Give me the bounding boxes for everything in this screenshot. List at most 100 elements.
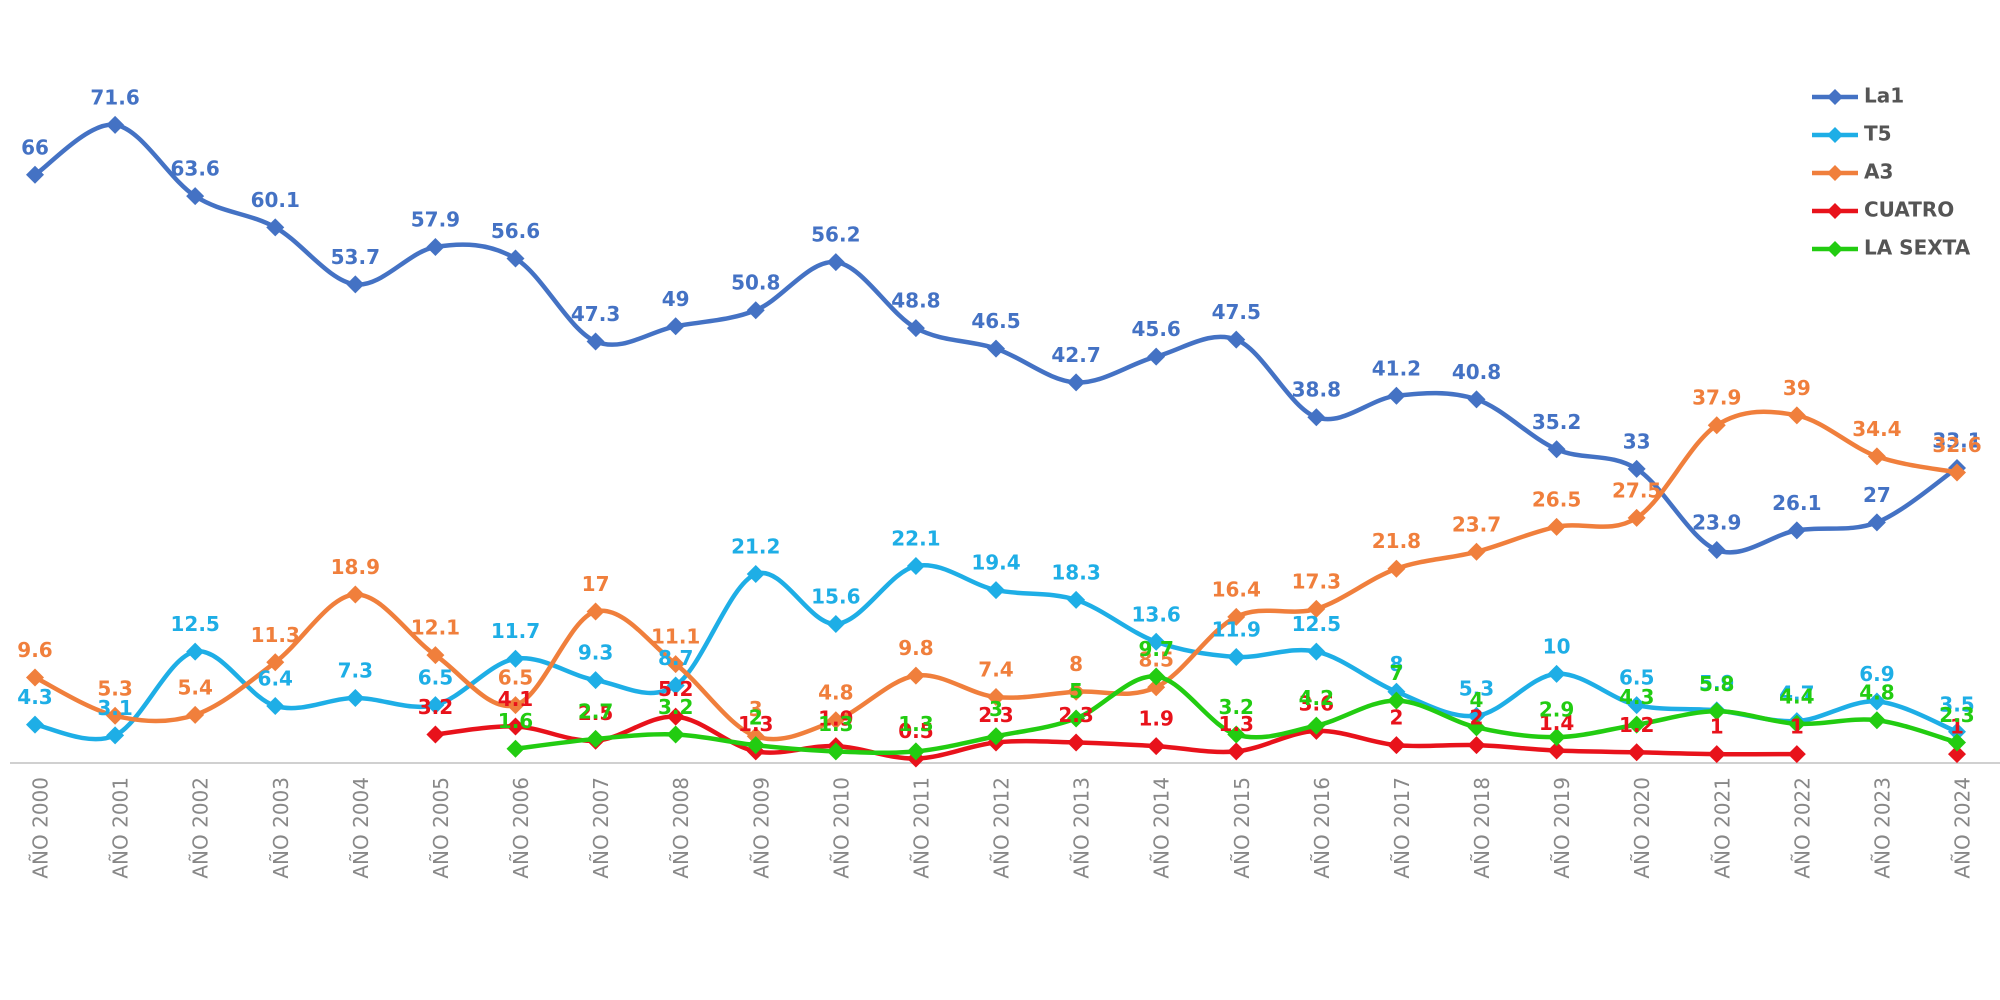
- data-label: 4.3: [17, 685, 52, 709]
- data-label: 4.3: [1619, 685, 1654, 709]
- point-marker: [426, 696, 445, 715]
- data-label: 5.4: [177, 675, 212, 699]
- data-label: 6.5: [418, 666, 453, 690]
- data-label: 17.3: [1292, 569, 1341, 593]
- data-label: 4: [1470, 688, 1484, 712]
- data-label: 66: [21, 135, 49, 159]
- point-marker: [26, 715, 44, 734]
- point-marker: [1227, 647, 1246, 666]
- point-marker: [1307, 642, 1326, 661]
- x-tick-label: AÑO 2011: [909, 777, 933, 879]
- point-marker: [1547, 741, 1566, 760]
- data-label: 1: [1950, 715, 1964, 739]
- data-label: 40.8: [1452, 360, 1501, 384]
- point-marker: [26, 165, 44, 184]
- point-marker: [186, 642, 205, 661]
- point-marker: [1707, 745, 1726, 764]
- data-label: 8.5: [1138, 648, 1173, 672]
- point-marker: [1467, 736, 1486, 755]
- data-label: 1.3: [898, 712, 933, 736]
- legend-label: CUATRO: [1864, 198, 1954, 222]
- point-marker: [1467, 542, 1486, 561]
- data-label: 27.5: [1612, 478, 1661, 502]
- data-label: 15.6: [811, 584, 860, 608]
- point-marker: [106, 706, 125, 725]
- point-marker: [987, 688, 1005, 707]
- point-marker: [906, 319, 925, 338]
- data-label: 16.4: [1212, 577, 1261, 601]
- legend-item: La1: [1812, 84, 1904, 108]
- data-label: 46.5: [971, 309, 1020, 333]
- point-marker: [1948, 733, 1966, 752]
- data-label: 38.8: [1292, 378, 1341, 402]
- data-label: 22.1: [891, 527, 940, 551]
- legend-item: LA SEXTA: [1812, 236, 1971, 260]
- data-label: 6.5: [498, 666, 533, 690]
- point-marker: [1948, 722, 1966, 741]
- data-label: 11.1: [651, 625, 700, 649]
- data-label: 1: [1790, 715, 1804, 739]
- data-label: 2.3: [978, 703, 1013, 727]
- data-label: 9.7: [1138, 637, 1173, 661]
- data-label: 56.6: [491, 219, 540, 243]
- data-label: 57.9: [411, 207, 460, 231]
- data-label: 1.9: [818, 707, 853, 731]
- legend-marker: [1827, 89, 1843, 105]
- point-marker: [506, 249, 525, 268]
- point-marker: [826, 742, 845, 761]
- data-label: 9.8: [898, 636, 933, 660]
- data-label: 3.2: [1219, 695, 1254, 719]
- data-label: 10: [1543, 634, 1571, 658]
- point-marker: [666, 707, 685, 726]
- point-marker: [506, 717, 525, 736]
- point-marker: [1387, 559, 1406, 578]
- point-marker: [1227, 742, 1246, 761]
- data-label: 9.3: [578, 641, 613, 665]
- data-label: 0.5: [898, 719, 933, 743]
- point-marker: [987, 581, 1005, 600]
- data-label: 32.6: [1932, 433, 1981, 457]
- data-label: 12.5: [1292, 612, 1341, 636]
- legend-item: A3: [1812, 160, 1893, 184]
- data-label: 34.4: [1852, 417, 1901, 441]
- legend-marker: [1827, 241, 1843, 257]
- point-marker: [906, 557, 925, 576]
- point-marker: [826, 614, 845, 633]
- point-marker: [746, 301, 765, 320]
- data-label: 21.2: [731, 535, 780, 559]
- point-marker: [426, 646, 445, 665]
- point-marker: [826, 711, 845, 730]
- point-marker: [1147, 737, 1166, 756]
- data-label: 9.6: [17, 638, 52, 662]
- data-label: 13.6: [1131, 602, 1180, 626]
- point-marker: [346, 275, 365, 294]
- legend-marker: [1827, 203, 1843, 219]
- x-tick-label: AÑO 2012: [990, 777, 1014, 879]
- point-marker: [1948, 745, 1966, 764]
- x-tick-label: AÑO 2000: [29, 777, 53, 879]
- legend-marker: [1827, 127, 1843, 143]
- point-marker: [1467, 718, 1486, 737]
- data-label: 7: [1389, 661, 1403, 685]
- point-marker: [506, 739, 525, 758]
- point-marker: [1387, 691, 1406, 710]
- x-tick-label: AÑO 2008: [669, 777, 693, 879]
- x-tick-label: AÑO 2019: [1550, 777, 1574, 879]
- point-marker: [506, 649, 525, 668]
- x-tick-label: AÑO 2005: [429, 777, 453, 879]
- data-label: 4.2: [1299, 686, 1334, 710]
- point-marker: [1067, 709, 1086, 728]
- point-marker: [1307, 599, 1326, 618]
- data-label: 47.3: [571, 302, 620, 326]
- data-label: 23.7: [1452, 512, 1501, 536]
- data-label: 33.1: [1932, 428, 1981, 452]
- data-label: 50.8: [731, 271, 780, 295]
- x-tick-label: AÑO 2022: [1790, 777, 1814, 879]
- data-label: 11.7: [491, 619, 540, 643]
- point-marker: [1627, 743, 1646, 762]
- data-label: 3: [989, 697, 1003, 721]
- point-marker: [1227, 607, 1246, 626]
- point-marker: [1867, 692, 1886, 711]
- data-label: 56.2: [811, 223, 860, 247]
